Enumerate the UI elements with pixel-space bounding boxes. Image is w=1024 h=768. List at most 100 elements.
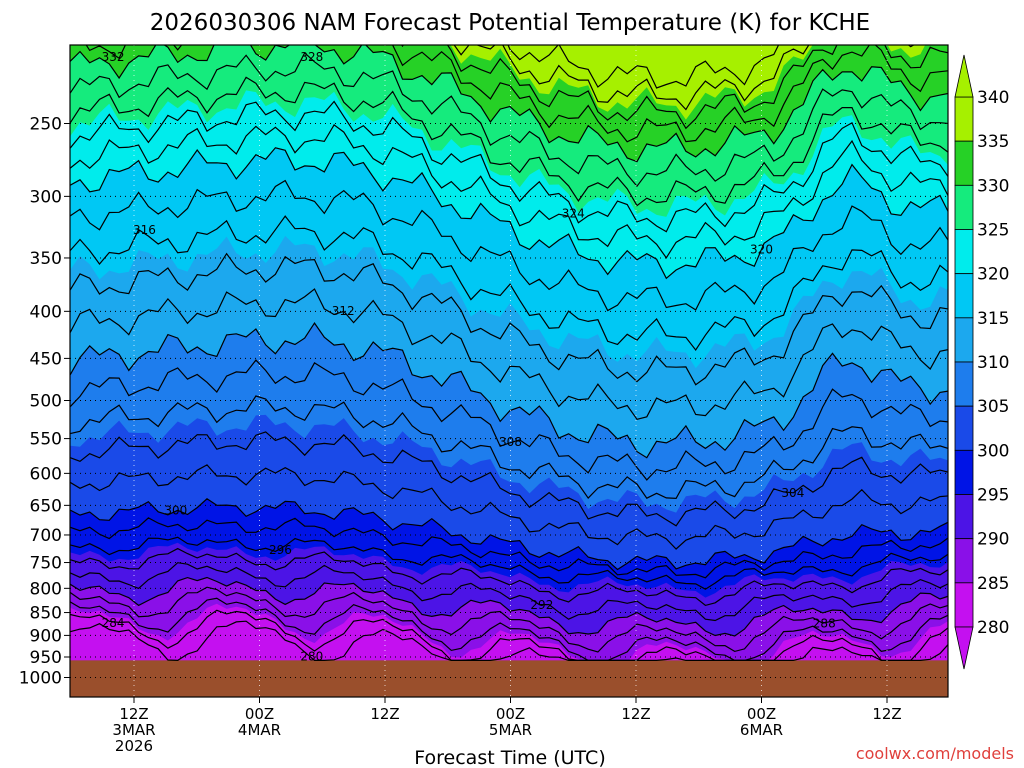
colorbar-tick-340: 340 xyxy=(977,88,1009,108)
colorbar-bin-290 xyxy=(954,494,974,540)
contour-334 xyxy=(400,45,948,130)
contour-label-332: 332 xyxy=(102,50,125,64)
contour-330 xyxy=(70,45,948,163)
contour-label-300: 300 xyxy=(164,503,187,517)
colorbar: 340 335 330 325 320 315 310 305 300 295 290 285 280 xyxy=(954,54,1009,670)
xtick-label-2-0: 12Z xyxy=(370,705,399,723)
ytick-label-300: 300 xyxy=(30,187,62,207)
contour-316 xyxy=(70,215,948,352)
colorbar-tick-285: 285 xyxy=(977,574,1009,594)
colorbar-tick-290: 290 xyxy=(977,530,1009,550)
ytick-label-500: 500 xyxy=(30,392,62,412)
ytick-label-800: 800 xyxy=(30,579,62,599)
ytick-label-450: 450 xyxy=(30,349,62,369)
credit-text: coolwx.com/models xyxy=(856,744,1014,763)
ytick-label-550: 550 xyxy=(30,430,62,450)
colorbar-bottom-arrow xyxy=(954,626,974,670)
contour-282 xyxy=(70,620,948,662)
xtick-label-6-0: 12Z xyxy=(872,705,901,723)
colorbar-bin-330 xyxy=(954,140,974,186)
ytick-label-650: 650 xyxy=(30,496,62,516)
colorbar-bin-325 xyxy=(954,184,974,230)
x-axis-label: Forecast Time (UTC) xyxy=(414,747,605,768)
contour-label-308: 308 xyxy=(499,435,522,449)
ytick-label-750: 750 xyxy=(30,554,62,574)
colorbar-tick-280: 280 xyxy=(977,618,1009,638)
ytick-label-950: 950 xyxy=(30,648,62,668)
contour-302 xyxy=(70,464,948,550)
contour-lines xyxy=(70,45,948,662)
contour-label-284: 284 xyxy=(102,616,125,630)
colorbar-bin-295 xyxy=(954,449,974,495)
contour-labels: 332 328 324 320 316 312 308 304 300 296 292 288 284 2… xyxy=(102,50,836,663)
contour-label-280: 280 xyxy=(300,649,323,663)
contour-label-316: 316 xyxy=(133,223,156,237)
xtick-label-5-1: 6MAR xyxy=(740,721,783,739)
plot-area: 332 328 324 320 316 312 308 304 300 296 292 288 284 2… xyxy=(70,45,948,697)
ground-fill xyxy=(70,660,948,697)
contour-290 xyxy=(70,576,948,637)
ytick-label-900: 900 xyxy=(30,626,62,646)
colorbar-tick-335: 335 xyxy=(977,132,1009,152)
colorbar-bin-310 xyxy=(954,317,974,363)
xtick-label-1-0: 00Z xyxy=(245,705,274,723)
contour-336 xyxy=(453,45,915,111)
contour-296 xyxy=(70,536,948,590)
colorbar-tick-330: 330 xyxy=(977,176,1009,196)
chart-title: 2026030306 NAM Forecast Potential Temper… xyxy=(150,10,870,36)
xtick-label-1-1: 4MAR xyxy=(238,721,281,739)
colorbar-bin-300 xyxy=(954,405,974,451)
contour-324 xyxy=(70,100,948,233)
contour-292 xyxy=(70,562,948,622)
contour-338 xyxy=(507,45,780,89)
colorbar-bin-315 xyxy=(954,273,974,319)
grid-lines xyxy=(70,45,948,697)
contour-label-296: 296 xyxy=(269,543,292,557)
y-axis-ticks: 2503003504004505005506006507007508008509… xyxy=(19,115,70,689)
contour-300 xyxy=(70,498,948,571)
contour-326 xyxy=(70,76,948,207)
xtick-label-0-2: 2026 xyxy=(115,737,153,755)
colorbar-bin-335 xyxy=(954,96,974,142)
contour-label-312: 312 xyxy=(332,304,355,318)
colorbar-tick-300: 300 xyxy=(977,441,1009,461)
xtick-label-3-1: 5MAR xyxy=(489,721,532,739)
colorbar-tick-325: 325 xyxy=(977,221,1009,241)
contour-286 xyxy=(70,597,948,661)
ytick-label-400: 400 xyxy=(30,302,62,322)
colorbar-tick-295: 295 xyxy=(977,486,1009,506)
xtick-label-5-0: 00Z xyxy=(747,705,776,723)
contour-label-292: 292 xyxy=(530,598,553,612)
plot-frame xyxy=(69,44,949,698)
ytick-label-250: 250 xyxy=(30,115,62,135)
contour-288 xyxy=(70,586,948,653)
contour-label-288: 288 xyxy=(813,617,836,631)
contour-label-304: 304 xyxy=(781,486,804,500)
xtick-label-3-0: 00Z xyxy=(496,705,525,723)
contour-label-328: 328 xyxy=(300,50,323,64)
contour-304 xyxy=(70,431,948,527)
contour-312 xyxy=(70,288,948,420)
colorbar-tick-315: 315 xyxy=(977,309,1009,329)
colorbar-tick-320: 320 xyxy=(977,265,1009,285)
contour-314 xyxy=(70,252,948,386)
ytick-label-600: 600 xyxy=(30,464,62,484)
xtick-label-0-1: 3MAR xyxy=(112,721,155,739)
ytick-label-700: 700 xyxy=(30,526,62,546)
colorbar-tick-310: 310 xyxy=(977,353,1009,373)
colorbar-bin-285 xyxy=(954,538,974,584)
colorbar-bin-280 xyxy=(954,582,974,628)
xtick-label-0-0: 12Z xyxy=(119,705,148,723)
contour-308 xyxy=(70,359,948,481)
colorbar-tick-305: 305 xyxy=(977,397,1009,417)
colorbar-top-arrow xyxy=(954,54,974,98)
ytick-label-850: 850 xyxy=(30,604,62,624)
colorbar-bin-305 xyxy=(954,361,974,407)
contour-label-320: 320 xyxy=(750,242,773,256)
ytick-label-1000: 1000 xyxy=(19,669,62,689)
contour-label-324: 324 xyxy=(562,206,585,220)
colorbar-bin-320 xyxy=(954,229,974,275)
xtick-label-4-0: 12Z xyxy=(621,705,650,723)
